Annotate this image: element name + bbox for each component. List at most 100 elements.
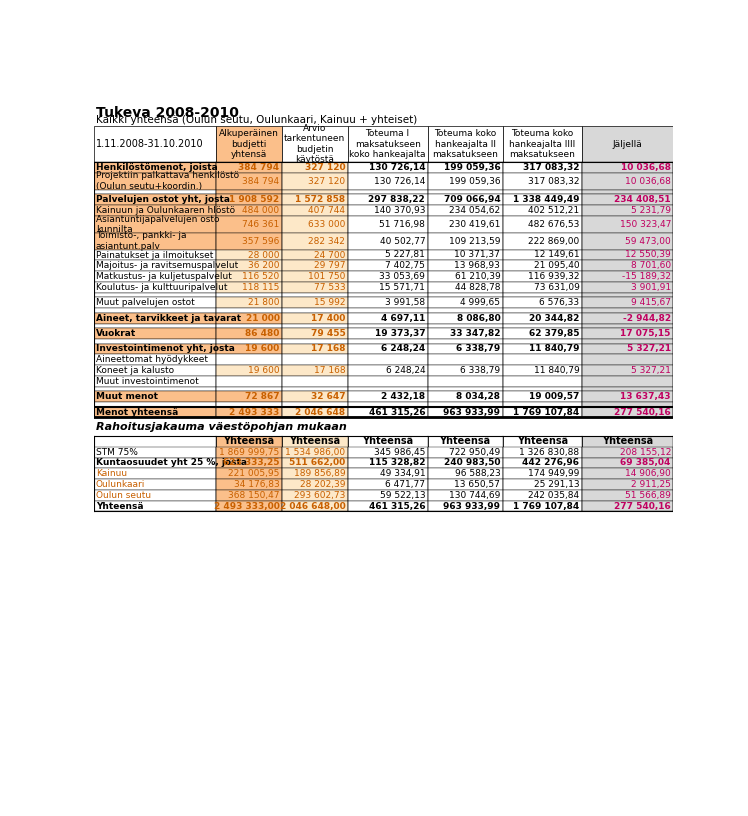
Text: Yhteensä: Yhteensä [440,437,491,446]
Text: 282 342: 282 342 [308,237,346,246]
Bar [216,479,282,490]
Bar [94,233,216,250]
Bar [348,387,428,392]
Bar [428,233,503,250]
Text: 10 036,68: 10 036,68 [625,176,671,185]
Bar [503,215,582,233]
Text: Kainuun ja Oulunkaaren hlöstö: Kainuun ja Oulunkaaren hlöstö [96,206,235,215]
Text: 21 000: 21 000 [245,313,280,322]
Bar [282,215,348,233]
Bar [582,189,673,194]
Text: 1.11.2008-31.10.2010: 1.11.2008-31.10.2010 [96,139,203,149]
Bar [94,313,216,323]
Text: 28 202,39: 28 202,39 [300,480,346,489]
Bar [282,339,348,344]
Text: 357 596: 357 596 [242,237,280,246]
Text: 6 338,79: 6 338,79 [460,366,500,375]
Text: 8 034,28: 8 034,28 [456,392,500,401]
Text: 317 083,32: 317 083,32 [523,162,580,171]
Text: 11 840,79: 11 840,79 [533,366,580,375]
Bar [282,194,348,205]
Bar [216,250,282,260]
Bar [94,406,216,418]
Bar [94,205,216,215]
Bar [94,479,216,490]
Text: 230 419,61: 230 419,61 [449,220,500,228]
Text: Jäljellä: Jäljellä [613,140,643,149]
Bar [348,126,428,162]
Bar [428,436,503,446]
Text: Koneet ja kalusto: Koneet ja kalusto [96,366,174,375]
Text: 9 415,67: 9 415,67 [631,298,671,308]
Bar [216,293,282,297]
Text: Vuokrat: Vuokrat [96,329,136,338]
Text: Yhteensä: Yhteensä [602,437,653,446]
Bar [282,376,348,387]
Text: 3 991,58: 3 991,58 [385,298,425,308]
Text: Yhteensä: Yhteensä [362,437,413,446]
Text: Muut palvelujen ostot: Muut palvelujen ostot [96,298,194,308]
Text: 6 471,77: 6 471,77 [385,480,425,489]
Text: 17 400: 17 400 [311,313,346,322]
Text: 4 999,65: 4 999,65 [460,298,500,308]
Text: 222 869,00: 222 869,00 [528,237,580,246]
Text: Oulunkaari: Oulunkaari [96,480,145,489]
Text: 140 370,93: 140 370,93 [374,206,425,215]
Bar [348,468,428,479]
Text: Toimisto-, pankki- ja
asiantunt.palv: Toimisto-, pankki- ja asiantunt.palv [96,232,186,251]
Text: Yhteensä: Yhteensä [224,437,275,446]
Bar [503,282,582,293]
Bar [348,205,428,215]
Bar [216,490,282,501]
Bar [348,260,428,271]
Bar [503,308,582,313]
Text: 2 046 648: 2 046 648 [295,407,346,417]
Text: 130 744,69: 130 744,69 [449,490,500,499]
Bar [348,339,428,344]
Bar [503,313,582,323]
Text: 51 716,98: 51 716,98 [379,220,425,228]
Bar [348,233,428,250]
Text: Toteuma I
maksatukseen
koko hankeajalta: Toteuma I maksatukseen koko hankeajalta [349,129,426,159]
Bar [94,189,216,194]
Bar [582,344,673,354]
Bar [348,323,428,328]
Bar [348,376,428,387]
Text: Yhteensä: Yhteensä [96,502,144,511]
Bar [582,233,673,250]
Text: 6 576,33: 6 576,33 [539,298,580,308]
Bar [94,501,216,512]
Bar [282,173,348,189]
Bar [503,194,582,205]
Text: Oulun seutu: Oulun seutu [96,490,151,499]
Text: 69 385,04: 69 385,04 [621,459,671,468]
Bar [428,328,503,339]
Text: 2 046 648,00: 2 046 648,00 [280,502,346,511]
Bar [282,468,348,479]
Text: 77 533: 77 533 [313,283,346,292]
Bar [428,173,503,189]
Bar [582,194,673,205]
Bar [428,501,503,512]
Bar [216,458,282,468]
Bar [216,173,282,189]
Text: 221 005,95: 221 005,95 [228,469,280,478]
Text: Menot yhteensä: Menot yhteensä [96,407,178,417]
Bar [428,490,503,501]
Text: 384 794: 384 794 [239,162,280,171]
Text: 189 856,89: 189 856,89 [294,469,346,478]
Text: 15 992: 15 992 [314,298,346,308]
Text: 1 908 592: 1 908 592 [230,195,280,204]
Bar [582,260,673,271]
Bar [428,313,503,323]
Bar [428,323,503,328]
Text: 11 840,79: 11 840,79 [529,344,580,353]
Text: 317 083,32: 317 083,32 [528,176,580,185]
Bar [216,406,282,418]
Bar [503,233,582,250]
Text: 722 950,49: 722 950,49 [449,448,500,457]
Bar [503,293,582,297]
Text: Muut investointimenot: Muut investointimenot [96,377,198,386]
Bar [428,308,503,313]
Bar [582,293,673,297]
